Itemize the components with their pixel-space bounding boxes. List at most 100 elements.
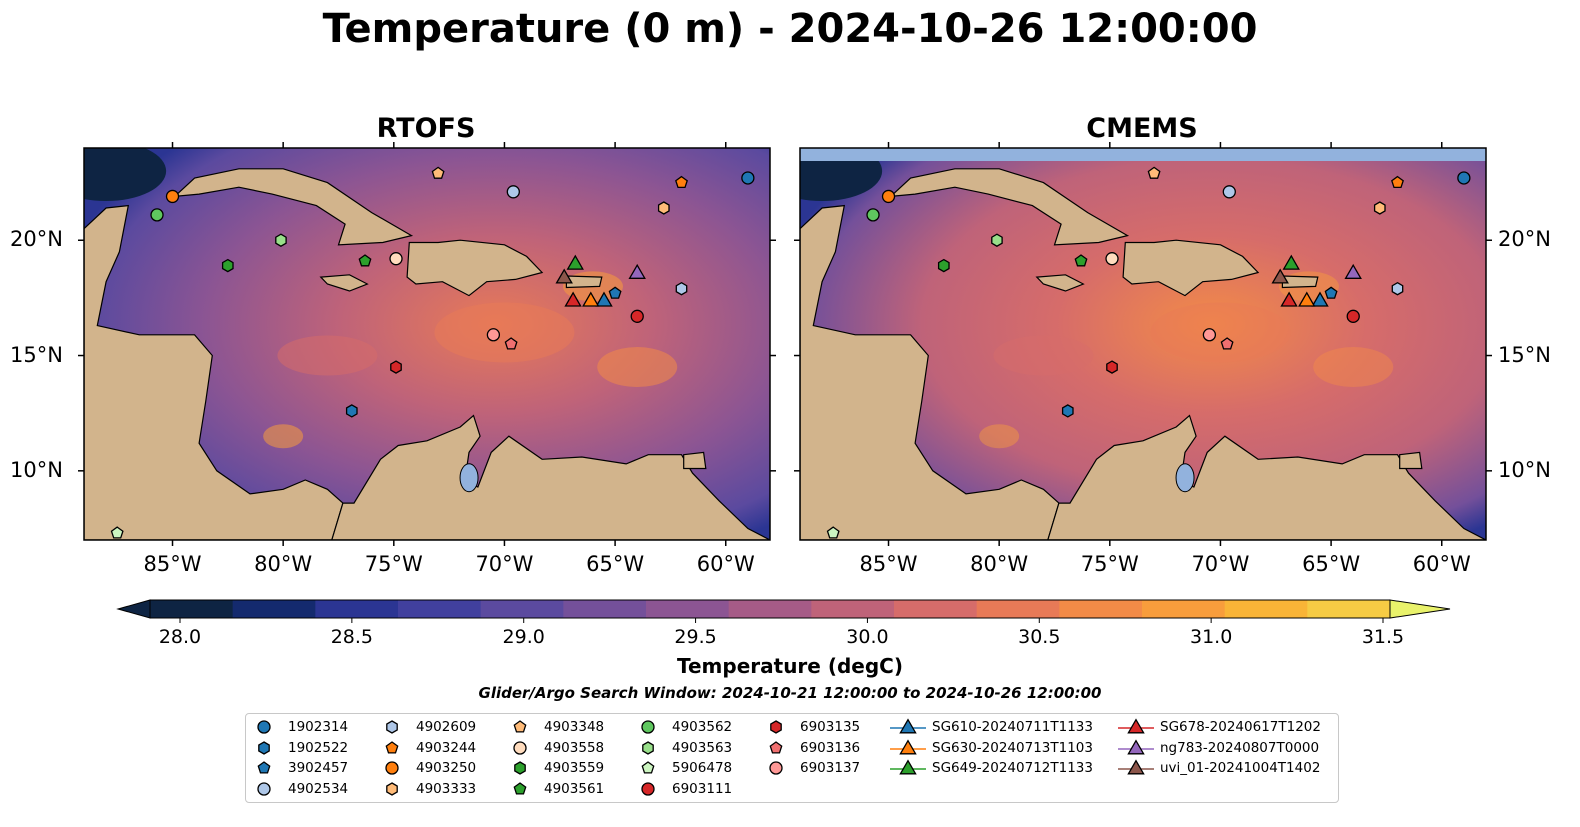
marker-ng783-20240807T0000 [1344, 263, 1362, 279]
hexagon-icon [386, 720, 398, 734]
marker-6903136 [1220, 337, 1234, 350]
lon-tick-label: 60°W [696, 552, 755, 576]
marker-1902522 [345, 404, 358, 418]
colorbar-tick-label: 31.0 [1189, 626, 1233, 648]
colorbar-segment [1059, 600, 1143, 618]
marker-4903558 [389, 252, 403, 266]
marker-uvi_01-20241004T1402 [555, 268, 573, 284]
triangle-icon [899, 759, 917, 775]
land-sam [1047, 414, 1486, 540]
marker-4903562 [150, 208, 164, 222]
lon-tick-label: 65°W [586, 552, 645, 576]
pentagon-icon [385, 740, 399, 754]
colorbar-segment [646, 600, 730, 618]
marker-4903250 [165, 189, 180, 204]
colorbar-label: Temperature (degC) [677, 654, 903, 678]
land-trin [1399, 451, 1423, 470]
land-cuba [888, 168, 1130, 246]
triangle-icon [1127, 738, 1145, 754]
legend: 1902314 1902522 3902457 4902534 4902609 49032… [245, 713, 1339, 803]
lon-tick-label: 60°W [1412, 552, 1471, 576]
marker-5906478 [826, 526, 840, 539]
marker-6903135 [390, 360, 402, 374]
triangle-icon [1127, 718, 1145, 734]
marker-4902534 [1222, 185, 1236, 199]
colorbar-tick-label: 30.5 [1018, 626, 1061, 648]
marker-4903348 [1147, 166, 1161, 179]
land-cuba [172, 168, 414, 246]
marker-4903559 [937, 258, 950, 273]
pentagon-icon [769, 740, 783, 754]
marker-4903561 [358, 254, 372, 267]
map-panels [78, 142, 1492, 546]
lat-tick-label-right: 10°N [1498, 457, 1551, 482]
colorbar-extend-high [1389, 599, 1451, 619]
marker-6903111 [630, 309, 644, 323]
lon-tick-label: 75°W [364, 552, 423, 576]
colorbar-segment [563, 600, 647, 618]
triangle-icon [899, 738, 917, 754]
lon-tick-label: 70°W [1191, 552, 1250, 576]
circle-icon [513, 740, 527, 755]
lon-tick-label: 65°W [1302, 552, 1361, 576]
marker-4902609 [675, 281, 688, 296]
colorbar-segment [480, 600, 564, 618]
lat-tick-label-left: 20°N [10, 227, 63, 252]
land-pr [1281, 275, 1319, 289]
figure-title: Temperature (0 m) - 2024-10-26 12:00:00 [322, 6, 1258, 52]
marker-6903135 [1106, 360, 1118, 374]
marker-SG630-20240713T1103 [582, 291, 600, 307]
land-jam [1035, 274, 1085, 292]
marker-4903563 [275, 233, 287, 247]
marker-4903562 [866, 208, 880, 222]
marker-1902314 [741, 171, 755, 185]
marker-SG678-20240617T1202 [564, 291, 582, 307]
marker-4902609 [1391, 281, 1404, 296]
colorbar-tick-label: 28.0 [158, 626, 202, 648]
hexagon-icon [386, 781, 398, 796]
lon-tick-label: 85°W [143, 552, 202, 576]
hexagon-icon [514, 761, 526, 775]
marker-4902534 [506, 185, 520, 199]
marker-1902314 [1457, 171, 1471, 185]
rtofs-map [78, 142, 776, 546]
pentagon-icon [513, 720, 527, 733]
land-central [800, 204, 1060, 540]
marker-4903333 [1373, 201, 1386, 215]
colorbar-tick-label: 29.5 [674, 626, 717, 648]
pentagon-icon [257, 761, 271, 774]
marker-4903563 [991, 233, 1003, 247]
hexagon-icon [642, 740, 654, 755]
colorbar-tick-label: 29.0 [502, 626, 545, 648]
cmems-panel-title: CMEMS [1086, 113, 1198, 144]
marker-SG649-20240712T1133 [566, 254, 584, 270]
circle-icon [641, 720, 655, 734]
marker-6903136 [504, 337, 518, 350]
colorbar-extend-low [116, 599, 151, 619]
lat-tick-label-right: 20°N [1498, 227, 1551, 252]
colorbar-segment [728, 600, 812, 618]
rtofs-panel-title: RTOFS [376, 113, 476, 144]
lat-tick-label-left: 15°N [10, 342, 63, 367]
lon-tick-label: 75°W [1080, 552, 1139, 576]
colorbar-segment [1142, 600, 1226, 618]
hexagon-icon [770, 720, 782, 734]
triangle-icon [899, 718, 917, 734]
colorbar-tick-label: 30.0 [846, 626, 889, 648]
triangle-icon [1127, 759, 1145, 775]
marker-3902457 [1324, 286, 1338, 299]
marker-SG678-20240617T1202 [1280, 291, 1298, 307]
marker-1902522 [1061, 404, 1074, 418]
colorbar-tick-label: 31.5 [1361, 626, 1405, 648]
colorbar-segment [894, 600, 978, 618]
marker-4903559 [221, 258, 234, 273]
lon-tick-label: 80°W [970, 552, 1029, 576]
marker-4903558 [1105, 252, 1119, 266]
marker-SG610-20240711T1133 [595, 291, 613, 307]
land-jam [319, 274, 369, 292]
marker-uvi_01-20241004T1402 [1271, 268, 1289, 284]
colorbar-segment [1224, 600, 1308, 618]
circle-icon [257, 781, 271, 796]
lon-tick-label: 85°W [859, 552, 918, 576]
circle-icon [385, 761, 399, 775]
